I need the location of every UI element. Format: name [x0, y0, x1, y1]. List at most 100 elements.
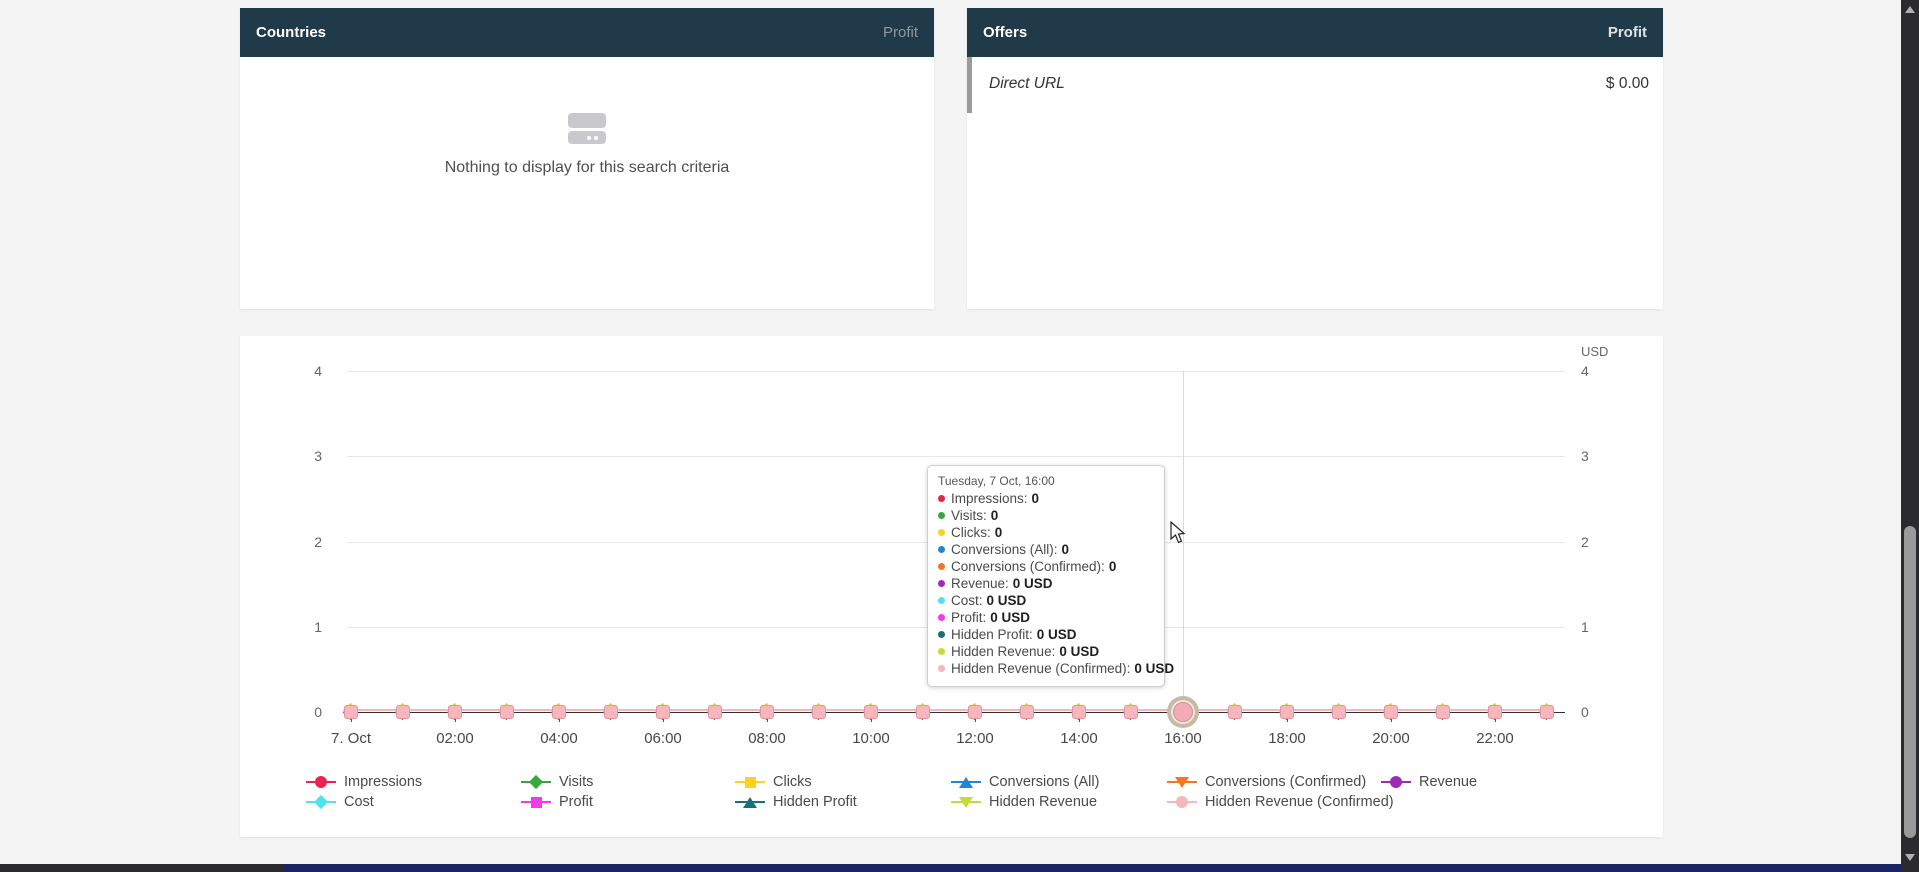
legend-label: Hidden Revenue (Confirmed): [1205, 794, 1394, 810]
legend-item-visits[interactable]: Visits: [521, 773, 593, 791]
mouse-cursor: [1170, 521, 1186, 544]
legend-item-conversions-confirmed-[interactable]: Conversions (Confirmed): [1167, 773, 1366, 791]
hover-crosshair-line: [1183, 371, 1184, 712]
tooltip-row-label: Hidden Profit:: [951, 627, 1033, 642]
offer-name: Direct URL: [989, 75, 1065, 92]
legend-label: Conversions (Confirmed): [1205, 774, 1367, 790]
legend-circle-icon: [1176, 796, 1188, 808]
legend-marker-icon: [951, 795, 981, 809]
series-color-dot-icon: [938, 529, 945, 536]
legend-item-cost[interactable]: Cost: [306, 793, 374, 811]
panel-splitter-handle[interactable]: [967, 57, 972, 113]
x-axis-label: 02:00: [436, 730, 474, 747]
y-axis-label-right: 0: [1581, 704, 1589, 720]
legend-label: Cost: [344, 794, 374, 810]
legend-tri-up-icon: [743, 796, 757, 808]
tooltip-row-label: Profit:: [951, 610, 987, 625]
bottom-bar-dark-segment: [0, 864, 283, 872]
legend-item-hidden-profit[interactable]: Hidden Profit: [735, 793, 857, 811]
tooltip-row-value: 0: [1108, 559, 1117, 574]
tooltip-row-value: 0 USD: [1036, 627, 1077, 642]
y-axis-label-left: 2: [314, 534, 322, 550]
legend-tri-down-icon: [1175, 776, 1189, 788]
x-axis-label: 06:00: [644, 730, 682, 747]
tooltip-rows: Impressions: 0 Visits: 0 Clicks: 0 Conversions…: [938, 491, 1174, 676]
tooltip-row-value: 0 USD: [1059, 644, 1100, 659]
gridline: [347, 456, 1565, 457]
legend-label: Hidden Profit: [773, 794, 857, 810]
x-axis-label: 04:00: [540, 730, 578, 747]
legend-marker-icon: [951, 775, 981, 789]
y-axis-label-right: 2: [1581, 534, 1589, 550]
countries-empty-text: Nothing to display for this search crite…: [444, 159, 730, 176]
empty-data-icon: [568, 113, 606, 144]
legend-diamond-icon: [313, 794, 329, 810]
offer-row[interactable]: Direct URL $ 0.00: [967, 57, 1663, 93]
series-color-dot-icon: [938, 665, 945, 672]
series-color-dot-icon: [938, 546, 945, 553]
legend-tri-up-icon: [959, 776, 973, 788]
series-color-dot-icon: [938, 512, 945, 519]
legend-marker-icon: [1167, 775, 1197, 789]
window-scrollbar[interactable]: [1901, 0, 1919, 872]
legend-item-hidden-revenue-confirmed-[interactable]: Hidden Revenue (Confirmed): [1167, 793, 1394, 811]
tooltip-row-value: 0: [1061, 542, 1070, 557]
tooltip-row-value: 0: [990, 508, 999, 523]
legend-label: Visits: [559, 774, 594, 790]
legend-square-icon: [744, 776, 756, 788]
chart-tooltip: Tuesday, 7 Oct, 16:00 Impressions: 0 Visit…: [927, 465, 1174, 687]
series-color-dot-icon: [938, 648, 945, 655]
x-axis-label: 7. Oct: [330, 730, 371, 747]
tooltip-row-value: 0 USD: [1134, 661, 1175, 676]
y-axis-label-left: 0: [314, 704, 322, 720]
legend-item-impressions[interactable]: Impressions: [306, 773, 422, 791]
tooltip-row: Clicks: 0: [938, 525, 1154, 540]
tooltip-row: Impressions: 0: [938, 491, 1154, 506]
offers-panel-header: Offers Profit: [967, 8, 1663, 57]
scrollbar-down-arrow-icon[interactable]: [1905, 854, 1915, 861]
legend-marker-icon: [306, 775, 336, 789]
countries-panel-title: Countries: [256, 24, 327, 41]
legend-item-clicks[interactable]: Clicks: [735, 773, 812, 791]
series-zero-line: [351, 709, 1547, 711]
legend-circle-icon: [315, 776, 327, 788]
legend-item-conversions-all-[interactable]: Conversions (All): [951, 773, 1099, 791]
bottom-bar: [0, 864, 1901, 872]
tooltip-row-label: Clicks:: [951, 525, 991, 540]
legend-item-revenue[interactable]: Revenue: [1381, 773, 1477, 791]
offers-profit-column-header[interactable]: Profit: [1607, 24, 1647, 41]
gridline: [347, 371, 1565, 372]
tooltip-row-value: 0 USD: [990, 610, 1031, 625]
y-axis-label-left: 1: [314, 619, 322, 635]
series-color-dot-icon: [938, 597, 945, 604]
legend-diamond-icon: [528, 774, 544, 790]
series-color-dot-icon: [938, 563, 945, 570]
y-axis-label-left: 3: [314, 448, 322, 464]
legend-item-hidden-revenue[interactable]: Hidden Revenue: [951, 793, 1097, 811]
scrollbar-thumb[interactable]: [1904, 526, 1916, 838]
tooltip-row-value: 0 USD: [1012, 576, 1053, 591]
x-axis-label: 14:00: [1060, 730, 1098, 747]
right-axis-currency-label: USD: [1581, 344, 1609, 359]
legend-marker-icon: [521, 795, 551, 809]
offer-profit-value: $ 0.00: [1605, 75, 1649, 92]
scrollbar-up-arrow-icon[interactable]: [1905, 6, 1915, 13]
x-axis-label: 22:00: [1476, 730, 1514, 747]
x-axis-label: 08:00: [748, 730, 786, 747]
legend-item-profit[interactable]: Profit: [521, 793, 593, 811]
countries-profit-column-header[interactable]: Profit: [882, 24, 918, 41]
y-axis-label-right: 3: [1581, 448, 1589, 464]
series-color-dot-icon: [938, 495, 945, 502]
legend-marker-icon: [1167, 795, 1197, 809]
y-axis-label-right: 4: [1581, 363, 1589, 379]
legend-marker-icon: [735, 775, 765, 789]
y-axis-label-right: 1: [1581, 619, 1589, 635]
offers-panel: Offers Profit Direct URL $ 0.00: [967, 8, 1663, 309]
legend-label: Revenue: [1419, 774, 1478, 790]
legend-label: Profit: [559, 794, 593, 810]
tooltip-row: Conversions (Confirmed): 0: [938, 559, 1154, 574]
legend-label: Impressions: [344, 774, 423, 790]
series-color-dot-icon: [938, 580, 945, 587]
legend-circle-icon: [1390, 776, 1402, 788]
tooltip-row-value: 0: [1031, 491, 1040, 506]
